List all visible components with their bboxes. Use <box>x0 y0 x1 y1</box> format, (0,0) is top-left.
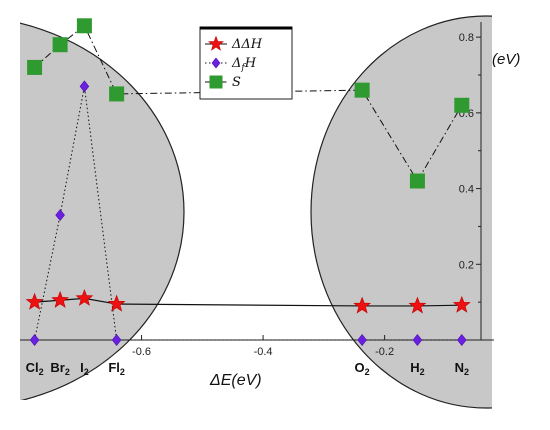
point-square <box>76 18 92 34</box>
point-star <box>25 292 44 310</box>
category-label: O2 <box>355 360 370 377</box>
legend-label: ΔfH <box>231 56 257 73</box>
y-tick-label: 0.2 <box>459 259 474 271</box>
point-diamond <box>79 80 90 93</box>
x-tick-label: -0.2 <box>375 346 394 358</box>
point-star <box>452 295 471 313</box>
halogen-region <box>20 22 185 400</box>
point-diamond <box>412 334 423 346</box>
category-label: I2 <box>80 360 89 377</box>
y-tick-label: 0.8 <box>459 32 474 44</box>
series-markers <box>25 18 471 346</box>
x-tick-label: -0.6 <box>132 346 151 358</box>
point-square <box>454 97 470 113</box>
diatomic-region <box>310 15 492 409</box>
point-square <box>354 82 370 98</box>
category-label: Cl2 <box>26 360 44 377</box>
point-square <box>409 173 425 189</box>
point-star <box>51 290 70 308</box>
category-label: Br2 <box>50 360 69 377</box>
legend: ΔΔH ΔfH S <box>199 26 293 100</box>
legend-marker-star <box>208 35 224 51</box>
x-axis-label: ΔE(eV) <box>209 372 262 389</box>
category-label: H2 <box>410 360 424 377</box>
category-labels: Cl2 Br2 I2 Fl2 O2 H2 N2 <box>26 360 469 377</box>
point-diamond <box>29 334 40 346</box>
point-diamond <box>111 334 122 346</box>
x-tick-label: -0.4 <box>254 346 273 358</box>
point-diamond <box>457 334 467 346</box>
legend-marker-square <box>209 75 223 89</box>
y-unit-label: (eV) <box>492 51 520 68</box>
y-tick-label: 0.4 <box>459 184 474 196</box>
legend-label: S <box>232 75 241 90</box>
point-diamond <box>357 334 367 346</box>
point-square <box>27 59 43 75</box>
legend-marker-diamond <box>211 57 221 69</box>
point-star <box>408 296 427 314</box>
point-star <box>75 289 94 306</box>
category-label: Fl2 <box>108 360 125 377</box>
point-square <box>109 86 125 102</box>
legend-label: ΔΔH <box>231 37 263 52</box>
point-star <box>107 294 126 312</box>
y-ticks: 0.20.40.60.8 <box>459 32 481 303</box>
x-ticks: -0.6 -0.4 -0.2 <box>132 335 394 358</box>
point-star <box>353 296 372 314</box>
point-diamond <box>55 209 65 222</box>
point-square <box>52 37 68 53</box>
category-label: N2 <box>455 360 469 377</box>
